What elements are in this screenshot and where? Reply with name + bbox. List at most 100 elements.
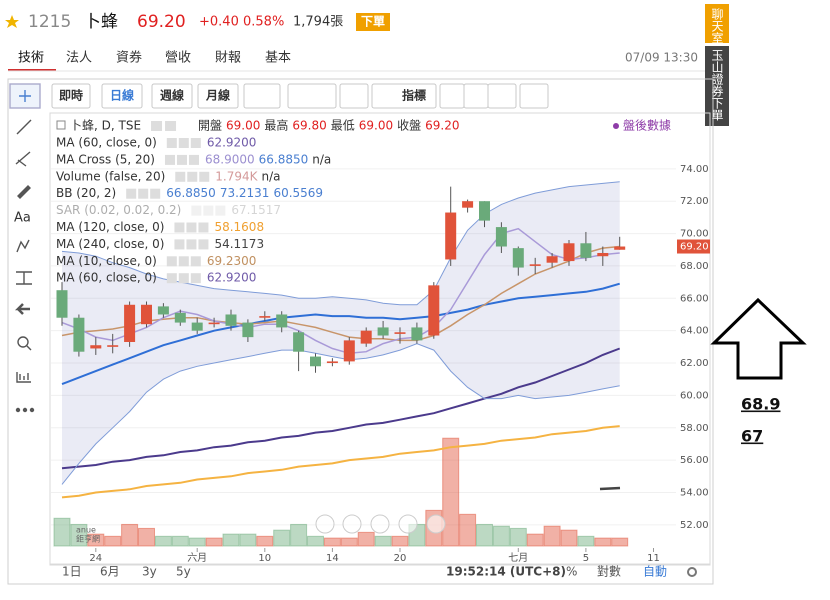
- order-button[interactable]: [356, 13, 390, 31]
- range-button[interactable]: 6月: [100, 565, 120, 579]
- back-tool[interactable]: [14, 303, 30, 315]
- legend-icon[interactable]: [203, 205, 214, 216]
- measure-tool[interactable]: [16, 271, 32, 285]
- toolbar-icon-button[interactable]: [519, 83, 549, 109]
- range-button[interactable]: 1日: [62, 565, 82, 579]
- candle-body: [377, 327, 389, 336]
- toolbar-button-label[interactable]: 指標: [402, 88, 426, 103]
- legend-icon[interactable]: [199, 171, 210, 182]
- legend-icon[interactable]: [174, 239, 185, 250]
- legend-icon[interactable]: [150, 188, 161, 199]
- range-button[interactable]: 3y: [142, 565, 157, 579]
- toolbar-button[interactable]: [101, 83, 143, 109]
- legend-icon[interactable]: [175, 171, 186, 182]
- legend-icon[interactable]: [166, 256, 177, 267]
- volume-bar: [374, 535, 392, 547]
- candle-body: [580, 243, 592, 258]
- legend-icon[interactable]: [190, 273, 201, 284]
- legend-icon[interactable]: [186, 222, 197, 233]
- tab[interactable]: 基本: [265, 51, 291, 66]
- legend-icon[interactable]: [215, 205, 226, 216]
- ohlc-value: 69.00: [359, 119, 393, 133]
- auto-toggle[interactable]: 自動: [643, 565, 667, 579]
- tabs: 技術 法人 資券 營收 財報 基本: [18, 50, 291, 66]
- chart-frame: [7, 78, 714, 585]
- toolbar-button[interactable]: [371, 83, 437, 109]
- legend-icon[interactable]: [174, 222, 185, 233]
- legend-icon[interactable]: [198, 222, 209, 233]
- order-button-label[interactable]: 下單: [361, 15, 385, 29]
- nav-control[interactable]: [315, 514, 335, 534]
- nav-control[interactable]: [370, 514, 390, 534]
- legend-icon[interactable]: [188, 154, 199, 165]
- broker-tab-label[interactable]: 玉山證券下單: [710, 49, 724, 121]
- toolbar-icon-button[interactable]: [463, 83, 489, 109]
- range-button[interactable]: 5y: [176, 565, 191, 579]
- legend-icon[interactable]: [165, 121, 177, 131]
- volume-bar: [391, 535, 409, 547]
- legend-icon[interactable]: [166, 273, 177, 284]
- log-toggle[interactable]: 對數: [597, 565, 621, 579]
- toolbar-icon-button[interactable]: [487, 83, 517, 109]
- ohlc-label: 最高: [264, 118, 288, 133]
- y-tick-label: 58.00: [680, 423, 709, 434]
- legend-icon[interactable]: [166, 138, 177, 148]
- legend-icon[interactable]: [176, 154, 187, 165]
- legend-icon[interactable]: [151, 121, 163, 131]
- toolbar-icon-button[interactable]: [339, 83, 369, 109]
- candle-body: [310, 356, 321, 367]
- legend-toggle[interactable]: [56, 120, 66, 130]
- zoom-tool[interactable]: [17, 336, 29, 348]
- toolbar-button-label[interactable]: 週線: [160, 88, 184, 103]
- toolbar-button[interactable]: [197, 83, 239, 109]
- bars-tool[interactable]: [16, 372, 31, 383]
- legend-value: 66.8850: [166, 186, 216, 200]
- nav-control[interactable]: [426, 514, 446, 534]
- brush-tool[interactable]: [17, 185, 31, 199]
- indicator-line: [61, 227, 620, 355]
- legend-icon[interactable]: [178, 273, 189, 284]
- legend-icon[interactable]: [186, 239, 197, 250]
- toolbar-button[interactable]: [51, 83, 91, 109]
- settings-icon[interactable]: [687, 567, 697, 577]
- ohlc-value: 69.80: [292, 119, 326, 133]
- legend-icon[interactable]: [190, 138, 201, 148]
- volume-bar: [188, 537, 206, 547]
- y-tick-label: 64.00: [680, 326, 709, 337]
- percent-toggle[interactable]: %: [566, 565, 577, 579]
- toolbar-button[interactable]: [151, 83, 193, 109]
- legend-icon[interactable]: [191, 205, 202, 216]
- tab[interactable]: 技術: [18, 51, 44, 66]
- fib-tool[interactable]: [15, 151, 31, 167]
- toolbar-button-label[interactable]: 月線: [205, 88, 230, 103]
- legend-icon[interactable]: [190, 256, 201, 267]
- pattern-tool[interactable]: [16, 239, 30, 253]
- tab[interactable]: 財報: [215, 51, 241, 66]
- legend-icon[interactable]: [178, 256, 189, 267]
- tab[interactable]: 營收: [165, 51, 191, 66]
- toolbar-button-label[interactable]: 日線: [110, 88, 134, 103]
- toolbar-icon-button[interactable]: [243, 83, 281, 109]
- legend-icon[interactable]: [187, 171, 198, 182]
- nav-control[interactable]: [398, 514, 418, 534]
- tab[interactable]: 法人: [66, 51, 92, 66]
- legend-icon[interactable]: [138, 188, 149, 199]
- line-tool[interactable]: [16, 119, 32, 135]
- crosshair-icon[interactable]: [19, 90, 31, 102]
- toolbar-icon-button[interactable]: [287, 83, 337, 109]
- nav-control[interactable]: [342, 514, 362, 534]
- legend-title: 卜蜂, D, TSE: [70, 119, 141, 133]
- legend-icon[interactable]: [178, 138, 189, 148]
- chat-tab[interactable]: [705, 4, 729, 43]
- after-hours[interactable]: 盤後數據: [623, 119, 671, 133]
- chat-tab-label[interactable]: 聊天室: [710, 8, 724, 44]
- toolbar-button-label[interactable]: 即時: [59, 88, 83, 103]
- toolbar-icon-button[interactable]: [439, 83, 465, 109]
- star-icon[interactable]: [5, 15, 19, 28]
- legend-icon[interactable]: [126, 188, 137, 199]
- tab[interactable]: 資券: [116, 50, 142, 66]
- legend-icon[interactable]: [164, 154, 175, 165]
- legend-icon[interactable]: [198, 239, 209, 250]
- y-tick-label: 66.00: [680, 293, 709, 304]
- text-tool[interactable]: Aa: [14, 211, 31, 226]
